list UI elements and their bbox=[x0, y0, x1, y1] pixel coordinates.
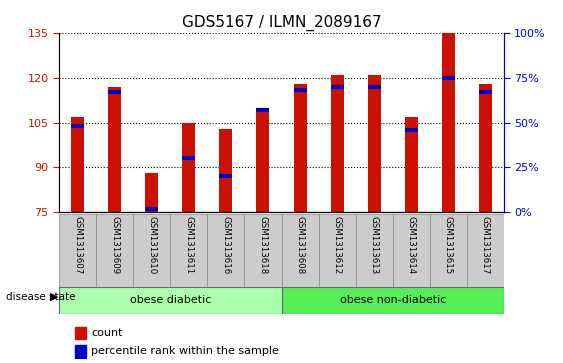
Bar bbox=[71, 117, 84, 212]
Text: ▶: ▶ bbox=[50, 292, 58, 302]
Bar bbox=[293, 83, 306, 212]
Text: GSM1313616: GSM1313616 bbox=[221, 216, 230, 274]
Title: GDS5167 / ILMN_2089167: GDS5167 / ILMN_2089167 bbox=[182, 15, 381, 31]
Bar bbox=[75, 327, 86, 339]
Text: GSM1313614: GSM1313614 bbox=[406, 216, 415, 274]
Bar bbox=[467, 214, 504, 287]
Text: GSM1313607: GSM1313607 bbox=[73, 216, 82, 274]
Bar bbox=[479, 83, 492, 212]
Bar bbox=[59, 287, 282, 314]
Bar bbox=[319, 214, 356, 287]
Text: GSM1313610: GSM1313610 bbox=[148, 216, 157, 274]
Bar bbox=[133, 214, 171, 287]
Bar bbox=[442, 33, 455, 212]
Text: GSM1313608: GSM1313608 bbox=[296, 216, 305, 274]
Bar bbox=[257, 107, 270, 212]
Text: obese diabetic: obese diabetic bbox=[129, 295, 211, 305]
Bar bbox=[330, 74, 343, 212]
Bar bbox=[108, 87, 121, 212]
Bar bbox=[220, 129, 233, 212]
Bar bbox=[171, 214, 207, 287]
Bar bbox=[282, 214, 319, 287]
Text: disease state: disease state bbox=[6, 292, 75, 302]
Bar bbox=[393, 214, 430, 287]
Bar bbox=[368, 74, 381, 212]
Bar bbox=[244, 214, 282, 287]
Bar bbox=[59, 214, 96, 287]
Text: GSM1313612: GSM1313612 bbox=[333, 216, 342, 274]
Bar bbox=[207, 214, 244, 287]
Bar bbox=[182, 123, 195, 212]
Text: GSM1313618: GSM1313618 bbox=[258, 216, 267, 274]
Text: obese non-diabetic: obese non-diabetic bbox=[339, 295, 446, 305]
Bar bbox=[145, 174, 158, 212]
Text: GSM1313611: GSM1313611 bbox=[184, 216, 193, 274]
Bar bbox=[96, 214, 133, 287]
Text: GSM1313615: GSM1313615 bbox=[444, 216, 453, 274]
Text: GSM1313609: GSM1313609 bbox=[110, 216, 119, 274]
Bar bbox=[430, 214, 467, 287]
Bar bbox=[75, 345, 86, 358]
Text: GSM1313617: GSM1313617 bbox=[481, 216, 490, 274]
Bar bbox=[356, 214, 393, 287]
Text: GSM1313613: GSM1313613 bbox=[370, 216, 379, 274]
Text: count: count bbox=[91, 328, 123, 338]
Bar bbox=[282, 287, 504, 314]
Bar bbox=[405, 117, 418, 212]
Text: percentile rank within the sample: percentile rank within the sample bbox=[91, 346, 279, 356]
